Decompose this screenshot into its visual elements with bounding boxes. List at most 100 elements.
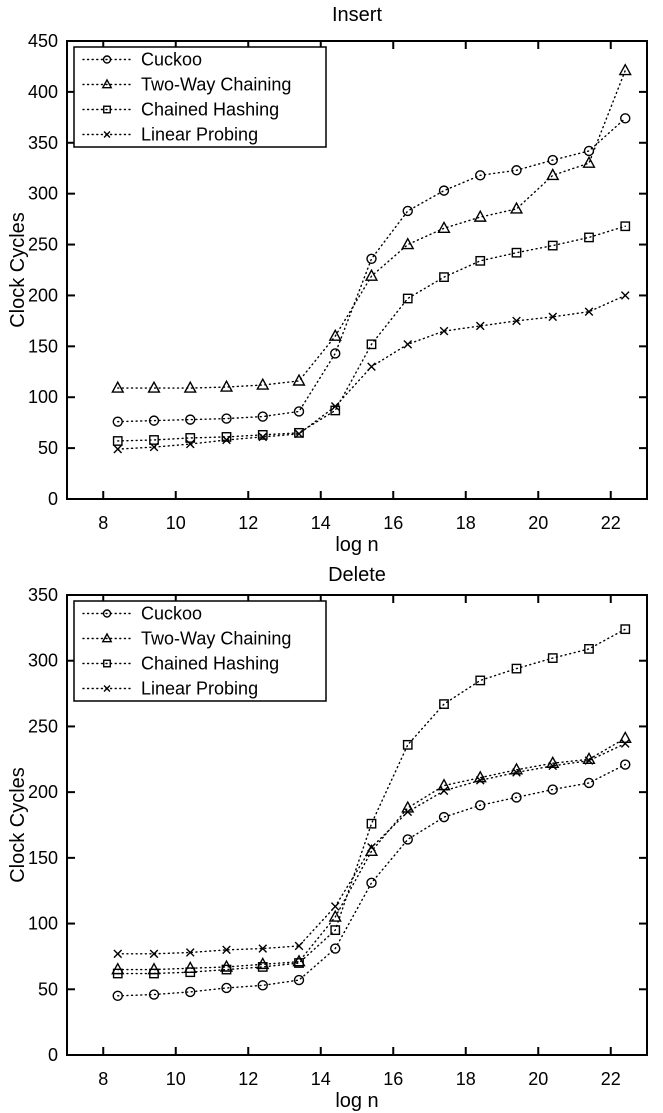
series-line-two-way-chaining [117,69,626,389]
marker-square-chained-hashing [547,240,558,251]
marker-square-chained-hashing [257,962,268,972]
y-tick-label: 350 [28,585,58,605]
delete-chart-title: Delete [328,564,386,586]
legend-label-chained-hashing: Chained Hashing [141,654,279,674]
marker-triangle-two-way-chaining [582,155,596,168]
marker-square-chained-hashing [584,644,594,654]
marker-circle-cuckoo [112,416,123,427]
marker-square-chained-hashing [330,405,341,416]
y-tick-label: 400 [28,82,58,102]
marker-square-chained-hashing [257,429,268,440]
y-tick-label: 350 [28,133,58,153]
marker-square-chained-hashing [366,339,377,350]
x-tick-label: 18 [456,1069,476,1089]
marker-triangle-two-way-chaining [147,380,161,393]
marker-square-chained-hashing [475,255,486,266]
marker-square-chained-hashing [402,739,413,750]
marker-circle-cuckoo [148,989,160,1000]
series-line-cuckoo [117,763,626,997]
marker-triangle-two-way-chaining [364,268,379,281]
plot-border [66,594,648,1056]
marker-circle-cuckoo [221,413,232,424]
legend-label-two-way-chaining: Two-Way Chaining [141,75,291,95]
marker-square-chained-hashing [112,436,123,446]
marker-x-linear-probing [548,761,558,771]
x-tick-label: 14 [311,1069,331,1089]
marker-x-linear-probing [548,312,558,322]
marker-square-chained-hashing [511,247,522,258]
marker-square-chained-hashing [112,968,123,979]
marker-square-chained-hashing [620,624,631,635]
legend-marker-square [103,105,111,114]
x-tick-label: 12 [238,1069,258,1089]
marker-x-linear-probing [294,429,304,439]
y-tick-label: 100 [28,914,58,934]
x-tick-label: 16 [383,1069,403,1089]
marker-triangle-two-way-chaining [618,730,632,744]
legend-label-cuckoo: Cuckoo [141,604,202,624]
legend-marker-square [103,659,111,668]
x-tick-label: 8 [98,513,108,533]
marker-triangle-two-way-chaining [546,168,560,181]
y-tick-label: 200 [28,285,58,305]
marker-x-linear-probing [222,435,231,445]
legend-marker-triangle [101,78,113,89]
marker-x-linear-probing [475,775,485,785]
y-tick-label: 150 [28,848,58,868]
marker-square-chained-hashing [294,427,304,438]
marker-x-linear-probing [512,768,521,777]
marker-triangle-two-way-chaining [256,377,270,390]
marker-circle-cuckoo [511,165,522,176]
y-tick-label: 300 [28,651,58,671]
marker-x-linear-probing [258,432,268,442]
marker-x-linear-probing [584,756,594,765]
x-tick-label: 14 [311,513,331,533]
legend-label-cuckoo: Cuckoo [141,50,202,70]
series-line-linear-probing [117,294,626,450]
marker-square-chained-hashing [620,221,631,232]
delete-x-axis-label: log n [335,1090,378,1112]
marker-square-chained-hashing [185,433,196,443]
legend-label-chained-hashing: Chained Hashing [141,100,279,120]
x-tick-label: 20 [528,1069,548,1089]
marker-square-chained-hashing [294,958,304,968]
marker-x-linear-probing [620,291,630,300]
legend-marker-x [103,131,111,138]
marker-square-chained-hashing [511,663,522,674]
series-line-chained-hashing [117,225,626,442]
marker-x-linear-probing [185,439,195,449]
y-tick-label: 200 [28,782,58,802]
legend-label-linear-probing: Linear Probing [141,679,258,699]
marker-triangle-two-way-chaining [401,237,415,250]
marker-triangle-two-way-chaining [509,201,524,214]
marker-circle-cuckoo [366,877,377,889]
marker-square-chained-hashing [330,925,341,936]
x-tick-label: 10 [166,1069,186,1089]
marker-x-linear-probing [367,362,376,372]
marker-triangle-two-way-chaining [183,380,197,393]
marker-triangle-two-way-chaining [618,63,632,76]
insert-x-axis-label: log n [335,534,378,556]
marker-circle-cuckoo [402,834,413,845]
marker-triangle-two-way-chaining [292,373,306,386]
marker-x-linear-probing [149,949,159,959]
marker-circle-cuckoo [330,943,341,954]
marker-square-chained-hashing [439,699,449,709]
marker-x-linear-probing [113,444,123,454]
insert-y-axis-label: Clock Cycles [7,212,29,328]
legend-label-two-way-chaining: Two-Way Chaining [141,629,291,649]
marker-circle-cuckoo [547,154,558,166]
x-tick-label: 10 [166,513,186,533]
marker-x-linear-probing [330,402,340,411]
y-tick-label: 50 [38,979,58,999]
marker-x-linear-probing [367,843,376,852]
marker-square-chained-hashing [402,293,413,304]
y-tick-label: 0 [48,489,58,509]
y-tick-label: 50 [38,438,58,458]
x-tick-label: 8 [98,1069,108,1089]
marker-x-linear-probing [439,326,449,336]
series-line-linear-probing [117,742,626,955]
marker-triangle-two-way-chaining [582,751,596,765]
